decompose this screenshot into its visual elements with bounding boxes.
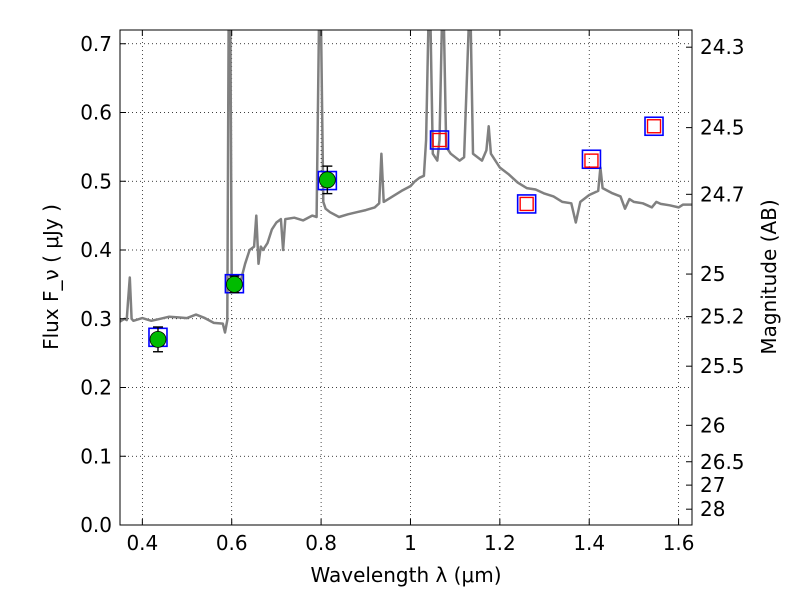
y-tick-label: 0.5 <box>80 169 112 193</box>
model-square-marker <box>581 149 602 170</box>
upper-square-marker <box>519 196 534 212</box>
right-tick-label: 24.7 <box>700 182 745 206</box>
right-tick-label: 26 <box>700 413 725 437</box>
right-tick-label: 24.5 <box>700 116 745 140</box>
y-tick-label: 0.1 <box>80 444 112 468</box>
plot-layer <box>120 30 692 353</box>
right-tick-label: 26.5 <box>700 450 745 474</box>
y-tick-label: 0.7 <box>80 32 112 56</box>
observed-circle-marker <box>318 171 336 189</box>
upper-square-marker <box>584 153 599 168</box>
plot-frame <box>119 29 693 526</box>
x-axis-label: Wavelength λ (μm) <box>310 563 501 587</box>
x-tick-label: 1 <box>404 531 417 555</box>
y-axis-label: Flux F_ν ( μJy ) <box>39 204 63 350</box>
y-tick-label: 0.6 <box>80 101 112 125</box>
spectrum-line <box>120 30 692 334</box>
x-tick-label: 0.4 <box>126 531 158 555</box>
grid-layer <box>120 30 692 526</box>
y-tick-label: 0.3 <box>80 307 112 331</box>
right-tick-label: 25.5 <box>700 354 745 378</box>
model-square-marker <box>516 194 537 214</box>
y-tick-label: 0.4 <box>80 238 112 262</box>
observed-circle-marker <box>149 330 167 348</box>
x-tick-label: 0.6 <box>216 531 248 555</box>
right-tick-label: 28 <box>700 497 725 521</box>
axis-layer: 0.4 0.6 0.8 1 1.2 1.4 1.6 0.0 0.1 0.2 0.3 0.4 0.5 0.6… <box>80 30 745 555</box>
observed-circle-marker <box>225 275 243 293</box>
x-tick-label: 0.8 <box>305 531 337 555</box>
upper-square-marker <box>646 119 662 134</box>
x-tick-label: 1.4 <box>573 531 605 555</box>
right-axis-label: Magnitude (AB) <box>757 199 781 354</box>
model-square-marker <box>644 116 664 137</box>
upper-square-marker <box>432 132 447 148</box>
right-tick-label: 25 <box>700 262 725 286</box>
model-square-marker <box>429 130 450 150</box>
right-tick-label: 27 <box>700 473 725 497</box>
right-tick-label: 24.3 <box>700 35 745 59</box>
y-tick-label: 0.0 <box>80 513 112 537</box>
x-tick-label: 1.6 <box>663 531 695 555</box>
y-tick-label: 0.2 <box>80 376 112 400</box>
x-tick-label: 1.2 <box>484 531 516 555</box>
right-tick-label: 25.2 <box>700 305 745 329</box>
